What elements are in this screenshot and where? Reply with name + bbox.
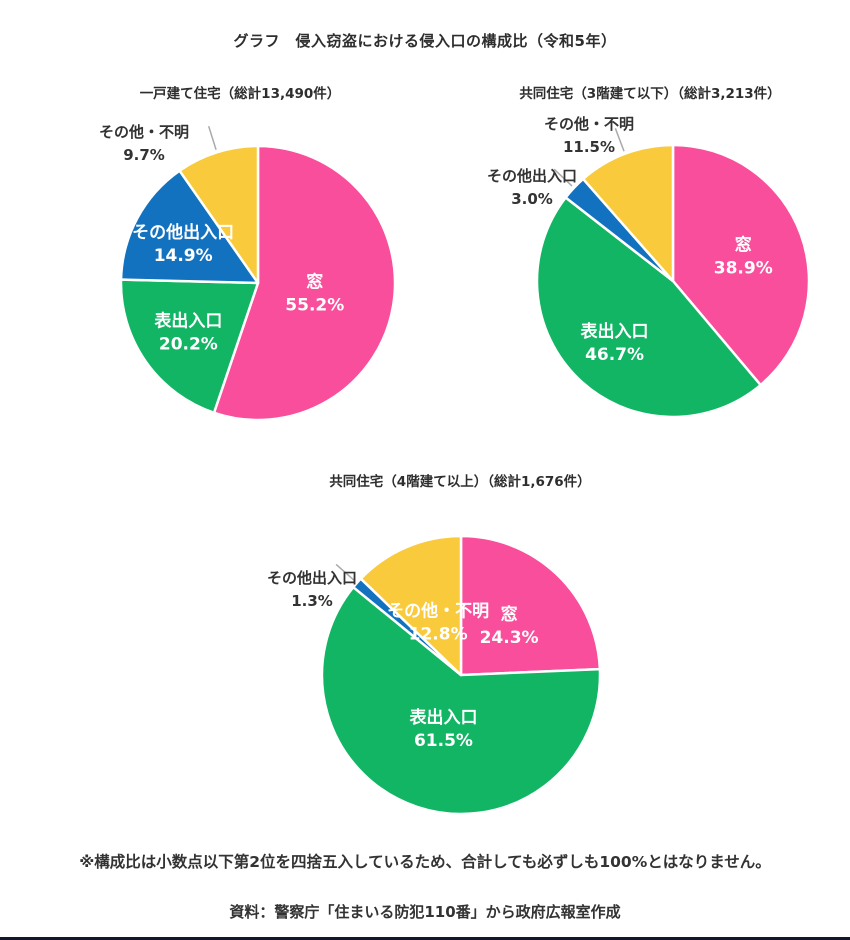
pie-slice-yellow (581, 143, 675, 283)
pie-svg: 窓 55.2% 表出入口 20.2% その他出入口 14.9% その他・不明 9.7% (99, 123, 397, 422)
label-leader-line (335, 563, 356, 582)
pie-slice-label: 窓 24.3% (480, 604, 539, 648)
footnote-text: ※構成比は小数点以下第2位を四捨五入しているため、合計しても必ずしも100%とは… (79, 853, 771, 871)
pie-slice-blue (119, 169, 260, 285)
pie-slice-green (535, 196, 762, 419)
pie-svg: 窓 24.3% 表出入口 61.5% その他出入口 1.3% その他・不明 12.8% (267, 534, 602, 816)
pie-slice-label: 窓 38.9% (714, 234, 773, 278)
pie-chart-apartment-high: 共同住宅（4階建て以上）（総計1,676件） 窓 24.3% 表出入口 61.5% その… (220, 462, 700, 852)
pie-slice-label: その他出入口 14.9% (132, 222, 234, 266)
pie-slice-pink (212, 144, 397, 422)
pie-svg: 窓 38.9% 表出入口 46.7% その他出入口 3.0% その他・不明 11.5% (487, 115, 811, 419)
pie-chart-apartment-low: 共同住宅（3階建て以下）（総計3,213件） 窓 38.9% 表出入口 46.7% その… (450, 78, 850, 438)
label-leader-line (614, 128, 625, 152)
pie-slice-green (119, 278, 260, 415)
pie-slice-label: 表出入口 46.7% (581, 321, 649, 365)
chart-title: 一戸建て住宅（総計13,490件） (139, 86, 341, 102)
pie-slice-yellow (359, 534, 463, 677)
label-leader-line (553, 168, 573, 187)
pie-slice-label: その他・不明 9.7% (99, 123, 189, 164)
chart-title: 共同住宅（4階建て以上）（総計1,676件） (329, 474, 591, 490)
bottom-divider-bar (0, 937, 850, 940)
pie-slice-label: その他出入口 1.3% (267, 569, 357, 610)
pie-slice-label: その他・不明 11.5% (544, 115, 634, 156)
page-title: グラフ 侵入窃盗における侵入口の構成比（令和5年） (233, 32, 617, 50)
pie-slice-pink (459, 534, 602, 677)
pie-slice-label: 窓 55.2% (285, 271, 344, 315)
pie-slice-yellow (178, 144, 260, 285)
source-text: 資料：警察庁「住まいる防犯110番」から政府広報室作成 (229, 903, 621, 921)
pie-slice-label: その他出入口 3.0% (487, 167, 577, 208)
pie-slice-green (320, 585, 602, 816)
pie-slice-label: その他・不明 12.8% (387, 600, 489, 644)
label-leader-line (207, 125, 217, 150)
pie-slice-label: 表出入口 20.2% (154, 311, 222, 355)
pie-slice-pink (671, 143, 811, 387)
pie-slice-label: 表出入口 61.5% (409, 707, 477, 751)
pie-chart-detached-house: 一戸建て住宅（総計13,490件） 窓 55.2% 表出入口 20.2% その他出入口 1… (20, 78, 460, 438)
chart-title: 共同住宅（3階建て以下）（総計3,213件） (519, 86, 781, 102)
